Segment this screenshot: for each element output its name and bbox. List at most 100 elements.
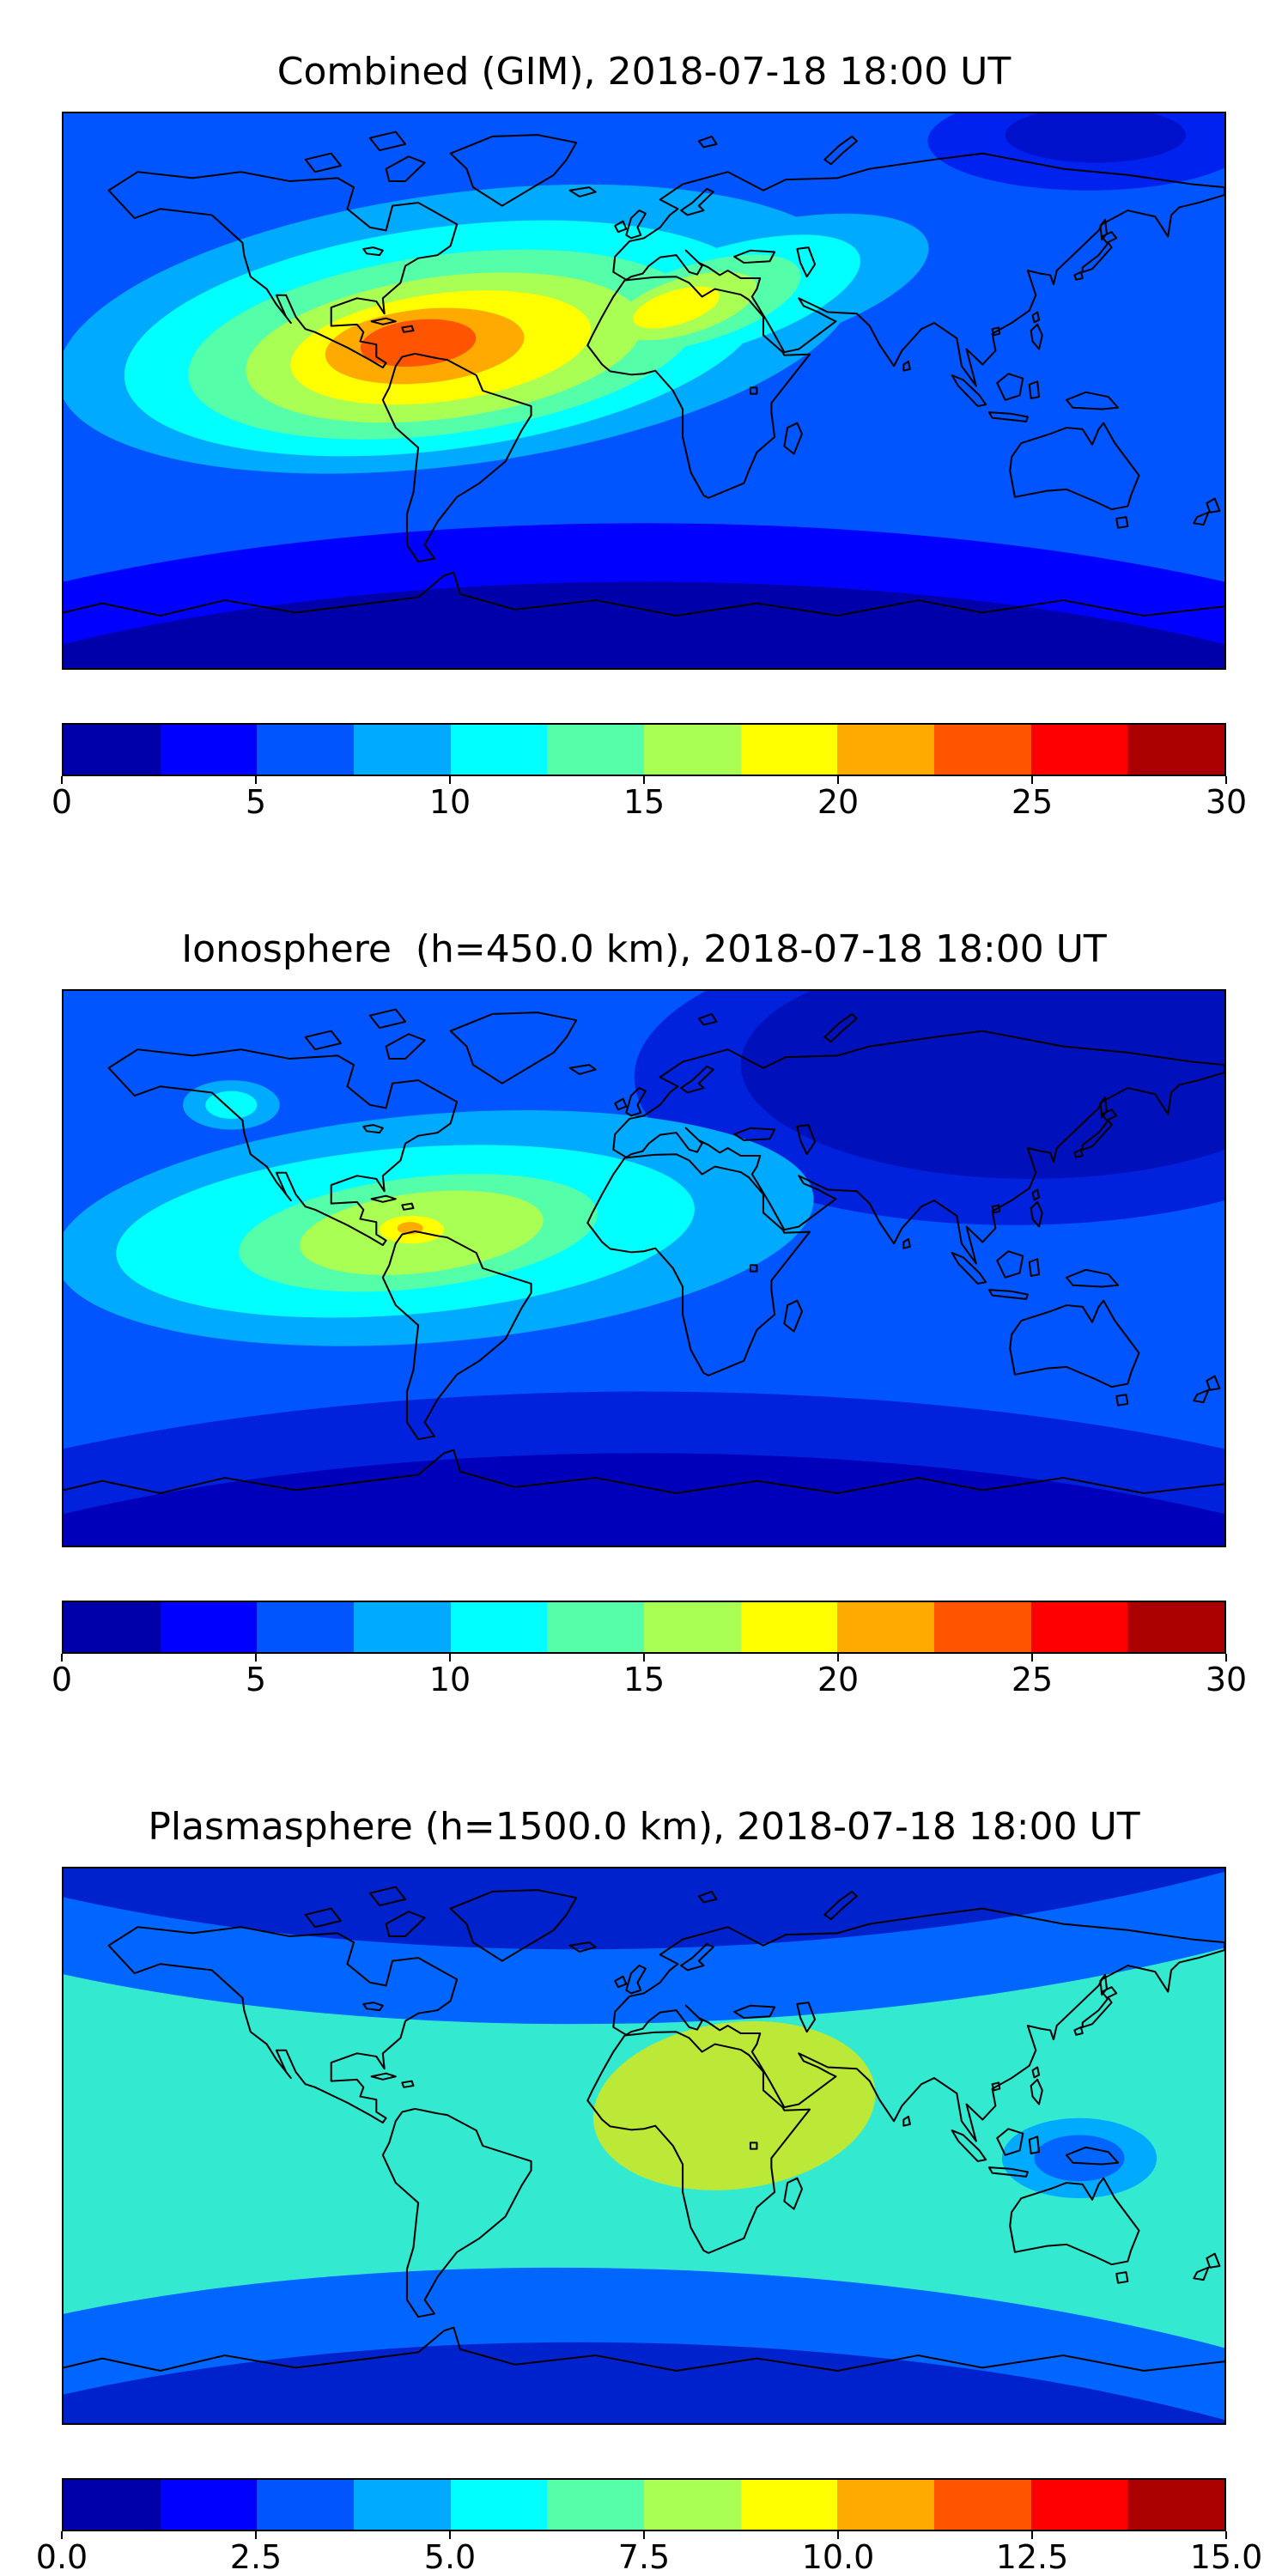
map-svg-ionosphere — [64, 991, 1224, 1546]
colorbar-cell — [837, 725, 935, 775]
colorbar-tick-label: 2.5 — [229, 2538, 283, 2576]
colorbar-tick-label: 0 — [51, 1661, 73, 1698]
colorbar-tick-label: 5 — [245, 1661, 267, 1698]
colorbar-tick-mark — [255, 776, 257, 784]
map-plasmasphere — [62, 1867, 1226, 2425]
colorbar-scale-plasmasphere: 0.0 2.5 5.0 7.5 10.0 12.5 15.0 — [36, 2531, 1262, 2576]
colorbar-tick-label: 15 — [623, 783, 665, 821]
colorbar-cell — [547, 1602, 645, 1652]
panel-plasmasphere: Plasmasphere (h=1500.0 km), 2018-07-18 1… — [0, 1755, 1288, 2576]
colorbar-tick-mark — [643, 2531, 645, 2539]
colorbar-cell — [934, 725, 1031, 775]
colorbar-tick-mark — [449, 776, 451, 784]
colorbar-cell — [934, 1602, 1031, 1652]
contour-fills-combined — [64, 113, 1224, 668]
colorbar-cell — [160, 2480, 258, 2530]
colorbar-tick-mark — [1225, 776, 1227, 784]
colorbar-tick-label: 0.0 — [35, 2538, 88, 2576]
colorbar-tick-label: 10 — [428, 783, 471, 821]
colorbar-cell — [160, 1602, 258, 1652]
colorbar-tick-mark — [449, 1654, 451, 1662]
colorbar-cell — [1030, 2480, 1128, 2530]
map-ionosphere — [62, 989, 1226, 1547]
colorbar-tick-label: 20 — [817, 1661, 860, 1698]
colorbar-cell — [354, 2480, 451, 2530]
colorbar-cell — [740, 2480, 838, 2530]
colorbar-cell — [837, 1602, 935, 1652]
colorbar-scale-ionosphere: 0 5 10 15 20 25 30 — [52, 1654, 1247, 1702]
map-combined — [62, 112, 1226, 670]
colorbar-tick-mark — [61, 776, 63, 784]
colorbar-cell — [644, 1602, 741, 1652]
colorbar-cell — [257, 1602, 355, 1652]
colorbar-tick-mark — [643, 776, 645, 784]
colorbar-tick-label: 10.0 — [801, 2538, 875, 2576]
colorbar-tick-label: 15.0 — [1189, 2538, 1263, 2576]
colorbar-cell — [740, 725, 838, 775]
colorbar-tick-label: 15 — [623, 1661, 665, 1698]
colorbar-cell — [837, 2480, 935, 2530]
colorbar-tick-mark — [449, 2531, 451, 2539]
colorbar-cell — [547, 2480, 645, 2530]
contour-fills-ionosphere — [64, 991, 1224, 1546]
colorbar-tick-mark — [1031, 2531, 1033, 2539]
colorbar-combined — [62, 723, 1226, 776]
colorbar-tick-mark — [643, 1654, 645, 1662]
colorbar-tick-label: 5 — [245, 783, 267, 821]
colorbar-tick-mark — [837, 1654, 839, 1662]
colorbar-tick-mark — [1225, 1654, 1227, 1662]
colorbar-scale-combined: 0 5 10 15 20 25 30 — [52, 776, 1247, 824]
colorbar-tick-label: 10 — [428, 1661, 471, 1698]
panel-title-ionosphere: Ionosphere (h=450.0 km), 2018-07-18 18:0… — [181, 927, 1107, 971]
colorbar-cell — [64, 2480, 161, 2530]
colorbar-cell — [64, 725, 161, 775]
colorbar-cell — [644, 2480, 741, 2530]
colorbar-cell — [257, 2480, 355, 2530]
colorbar-cell — [1127, 725, 1225, 775]
map-svg-combined — [64, 113, 1224, 668]
colorbar-tick-label: 20 — [817, 783, 860, 821]
colorbar-tick-mark — [1031, 776, 1033, 784]
colorbar-cell — [450, 1602, 548, 1652]
colorbar-cell — [257, 725, 355, 775]
colorbar-cell — [740, 1602, 838, 1652]
colorbar-cell — [64, 1602, 161, 1652]
panel-title-combined: Combined (GIM), 2018-07-18 18:00 UT — [276, 50, 1012, 94]
panel-ionosphere: Ionosphere (h=450.0 km), 2018-07-18 18:0… — [0, 878, 1288, 1755]
colorbar-cell — [354, 725, 451, 775]
colorbar-cell — [450, 725, 548, 775]
colorbar-tick-label: 25 — [1011, 783, 1054, 821]
colorbar-tick-mark — [61, 1654, 63, 1662]
colorbar-tick-label: 25 — [1011, 1661, 1054, 1698]
colorbar-tick-label: 30 — [1205, 783, 1248, 821]
map-svg-plasmasphere — [64, 1868, 1224, 2423]
colorbar-cell — [450, 2480, 548, 2530]
panel-combined: Combined (GIM), 2018-07-18 18:00 UT — [0, 0, 1288, 878]
colorbar-cell — [934, 2480, 1031, 2530]
colorbar-tick-mark — [255, 2531, 257, 2539]
colorbar-tick-label: 12.5 — [995, 2538, 1069, 2576]
colorbar-cell — [1127, 2480, 1225, 2530]
colorbar-tick-mark — [1225, 2531, 1227, 2539]
colorbar-tick-label: 5.0 — [423, 2538, 477, 2576]
colorbar-cell — [1030, 725, 1128, 775]
colorbar-cell — [547, 725, 645, 775]
contour-fills-plasmasphere — [64, 1868, 1224, 2423]
colorbar-ionosphere — [62, 1601, 1226, 1654]
panel-title-plasmasphere: Plasmasphere (h=1500.0 km), 2018-07-18 1… — [148, 1805, 1140, 1849]
colorbar-cell — [1030, 1602, 1128, 1652]
colorbar-tick-label: 0 — [51, 783, 73, 821]
colorbar-plasmasphere — [62, 2478, 1226, 2531]
colorbar-tick-mark — [837, 2531, 839, 2539]
colorbar-tick-mark — [255, 1654, 257, 1662]
colorbar-tick-mark — [837, 776, 839, 784]
colorbar-cell — [160, 725, 258, 775]
colorbar-tick-mark — [1031, 1654, 1033, 1662]
colorbar-tick-label: 7.5 — [617, 2538, 671, 2576]
colorbar-tick-mark — [61, 2531, 63, 2539]
colorbar-cell — [354, 1602, 451, 1652]
colorbar-tick-label: 30 — [1205, 1661, 1248, 1698]
colorbar-cell — [644, 725, 741, 775]
colorbar-cell — [1127, 1602, 1225, 1652]
